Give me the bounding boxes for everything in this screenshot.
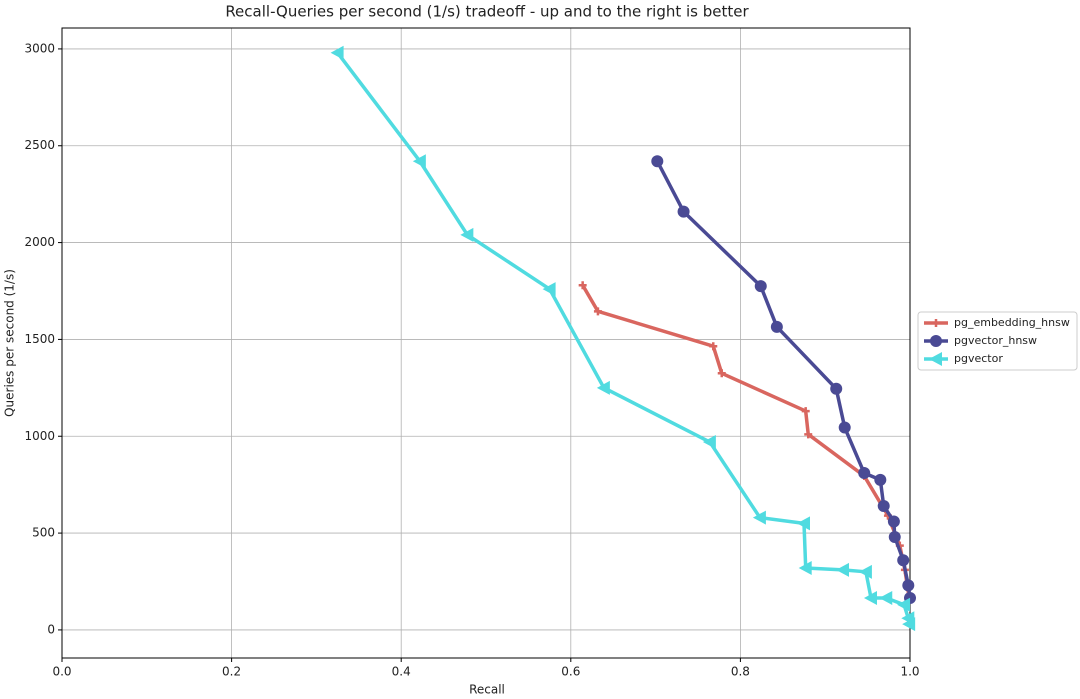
marker bbox=[709, 342, 718, 351]
marker bbox=[412, 154, 426, 169]
y-tick-label: 0 bbox=[47, 622, 55, 636]
marker bbox=[838, 421, 851, 434]
marker bbox=[797, 516, 810, 531]
marker bbox=[836, 562, 850, 577]
marker bbox=[770, 320, 783, 333]
marker bbox=[932, 319, 940, 327]
marker bbox=[897, 554, 910, 567]
marker bbox=[877, 499, 890, 512]
marker bbox=[858, 564, 872, 579]
x-tick-label: 0.4 bbox=[392, 665, 411, 679]
marker bbox=[902, 579, 915, 592]
marker bbox=[902, 617, 916, 632]
marker bbox=[578, 281, 587, 290]
plot-frame bbox=[61, 27, 911, 659]
x-tick-label: 0.8 bbox=[731, 665, 750, 679]
legend-label: pgvector bbox=[954, 352, 1003, 365]
marker bbox=[593, 307, 602, 316]
marker bbox=[888, 530, 901, 543]
marker bbox=[752, 510, 766, 525]
marker bbox=[879, 590, 893, 605]
x-tick-label: 0.0 bbox=[52, 665, 71, 679]
marker bbox=[460, 227, 474, 242]
y-tick-label: 2500 bbox=[24, 138, 55, 152]
marker bbox=[874, 473, 887, 486]
y-tick-label: 1500 bbox=[24, 332, 55, 346]
marker bbox=[651, 155, 664, 168]
series-line bbox=[581, 284, 911, 599]
marker bbox=[804, 430, 813, 439]
series-line bbox=[655, 160, 912, 599]
x-tick-label: 1.0 bbox=[900, 665, 919, 679]
marker bbox=[798, 560, 812, 575]
marker bbox=[330, 45, 344, 60]
marker bbox=[897, 597, 911, 612]
marker bbox=[754, 280, 767, 293]
y-tick-label: 500 bbox=[32, 526, 55, 540]
marker bbox=[596, 380, 610, 395]
x-axis-label: Recall bbox=[469, 683, 505, 697]
marker bbox=[930, 335, 942, 347]
marker bbox=[542, 282, 556, 297]
chart-title: Recall-Queries per second (1/s) tradeoff… bbox=[225, 3, 749, 21]
marker bbox=[717, 369, 726, 378]
y-tick-label: 2000 bbox=[24, 235, 55, 249]
series-line bbox=[336, 51, 911, 625]
marker bbox=[801, 407, 810, 416]
marker bbox=[863, 590, 877, 605]
y-axis-label: Queries per second (1/s) bbox=[3, 269, 17, 417]
marker bbox=[887, 515, 900, 528]
legend-label: pg_embedding_hnsw bbox=[954, 316, 1070, 329]
x-tick-label: 0.6 bbox=[561, 665, 580, 679]
y-tick-label: 3000 bbox=[24, 41, 55, 55]
marker bbox=[830, 382, 843, 395]
x-tick-label: 0.2 bbox=[222, 665, 241, 679]
marker bbox=[858, 467, 871, 480]
marker bbox=[677, 205, 690, 218]
legend-label: pgvector_hnsw bbox=[954, 334, 1037, 347]
legend-box bbox=[917, 311, 1078, 371]
y-tick-label: 1000 bbox=[24, 429, 55, 443]
marker bbox=[702, 435, 716, 450]
marker bbox=[929, 352, 942, 366]
